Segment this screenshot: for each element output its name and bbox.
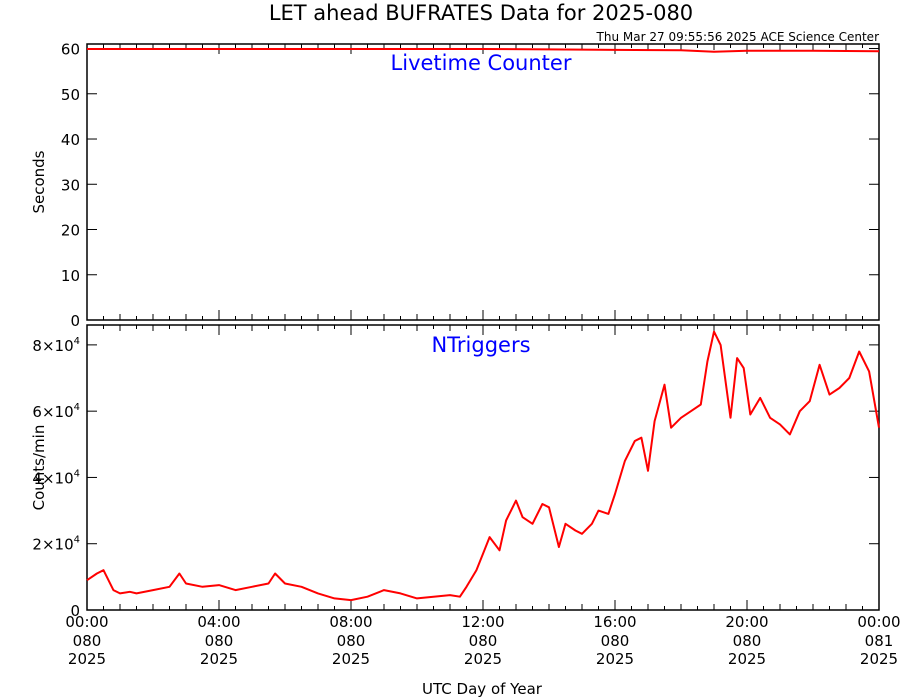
x-tick-label-day: 080 bbox=[733, 632, 762, 650]
top-y-tick-label: 60 bbox=[61, 41, 80, 59]
x-tick-label-time: 00:00 bbox=[857, 613, 900, 631]
top-y-tick-label: 50 bbox=[61, 86, 80, 104]
bottom-y-tick-label: 2×104 bbox=[32, 535, 80, 554]
x-tick-label-year: 2025 bbox=[728, 650, 766, 668]
x-tick-label-year: 2025 bbox=[860, 650, 898, 668]
x-tick-label-time: 08:00 bbox=[329, 613, 372, 631]
x-tick-label-year: 2025 bbox=[68, 650, 106, 668]
bottom-series-line bbox=[86, 330, 880, 602]
x-tick-label-year: 2025 bbox=[200, 650, 238, 668]
x-tick-label-day: 080 bbox=[205, 632, 234, 650]
x-axis-label: UTC Day of Year bbox=[422, 680, 543, 698]
x-tick-label-year: 2025 bbox=[332, 650, 370, 668]
x-tick-label-year: 2025 bbox=[464, 650, 502, 668]
x-tick-label-day: 080 bbox=[601, 632, 630, 650]
top-panel-title: Livetime Counter bbox=[391, 51, 572, 75]
x-tick-label-year: 2025 bbox=[596, 650, 634, 668]
x-tick-label-day: 080 bbox=[469, 632, 498, 650]
bottom-y-tick-label: 8×104 bbox=[32, 336, 80, 355]
x-tick-label-time: 20:00 bbox=[725, 613, 768, 631]
panels: 0 10 20 30 40 50 60 Seconds Livetime Counter 0 2×1… bbox=[30, 41, 901, 668]
top-y-tick-label: 20 bbox=[61, 222, 80, 240]
x-tick-label-day: 080 bbox=[73, 632, 102, 650]
top-y-tick-label: 30 bbox=[61, 176, 80, 194]
chart-title: LET ahead BUFRATES Data for 2025-080 bbox=[269, 1, 693, 25]
top-y-tick-label: 40 bbox=[61, 131, 80, 149]
x-tick-label-time: 12:00 bbox=[461, 613, 504, 631]
top-y-tick-label: 10 bbox=[61, 267, 80, 285]
x-tick-label-time: 04:00 bbox=[197, 613, 240, 631]
top-plot-frame bbox=[86, 43, 880, 321]
x-tick-label-day: 080 bbox=[337, 632, 366, 650]
bottom-panel: 0 2×104 4×104 6×104 8×104 Counts/min NTriggers bbox=[30, 324, 880, 620]
top-y-axis-label: Seconds bbox=[30, 150, 48, 213]
top-panel: 0 10 20 30 40 50 60 Seconds Livetime Counter bbox=[30, 41, 880, 330]
x-tick-label-time: 00:00 bbox=[65, 613, 108, 631]
bottom-panel-title: NTriggers bbox=[431, 333, 530, 357]
x-tick-label-time: 16:00 bbox=[593, 613, 636, 631]
timestamp-label: Thu Mar 27 09:55:56 2025 ACE Science Cen… bbox=[596, 30, 880, 44]
bottom-y-tick-label: 0 bbox=[70, 602, 80, 620]
x-tick-label-day: 081 bbox=[865, 632, 894, 650]
bottom-y-tick-label: 6×104 bbox=[32, 402, 80, 421]
bottom-y-axis-label: Counts/min bbox=[30, 425, 48, 511]
top-series-line bbox=[87, 48, 880, 53]
bottom-y-tick-label: 4×104 bbox=[32, 468, 80, 487]
top-y-tick-label: 0 bbox=[70, 312, 80, 330]
bottom-plot-frame bbox=[86, 324, 880, 611]
